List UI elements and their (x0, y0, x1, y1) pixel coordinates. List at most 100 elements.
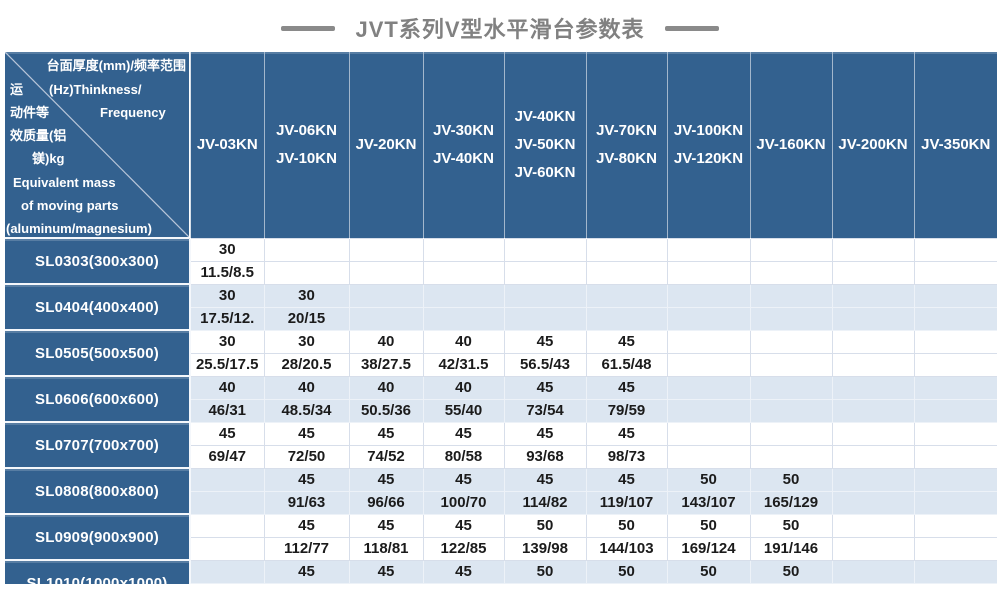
cell-thickness: 40 (263, 375, 350, 400)
column-header-model: JV-160KN (756, 135, 826, 153)
cell-thickness: 40 (348, 375, 424, 400)
corner-line: of moving parts (21, 198, 119, 213)
cell-thickness (831, 375, 915, 400)
column-header: JV-200KN (831, 52, 914, 238)
cell-frequency (348, 306, 424, 331)
cell-frequency: 50.5/36 (348, 398, 424, 423)
cell-frequency: 93/68 (503, 444, 587, 469)
cell-thickness: 45 (348, 513, 424, 538)
column-header: JV-40KN JV-50KN JV-60KN (503, 52, 586, 238)
table-row-frequency (5, 582, 997, 584)
corner-line: 台面厚度(mm)/频率范围 (46, 58, 186, 73)
table-row-frequency: 91/63 96/66 100/70 114/82 119/107 143/107 165/… (5, 490, 997, 515)
cell-frequency (666, 352, 751, 377)
cell-frequency: 55/40 (422, 398, 505, 423)
cell-thickness (189, 467, 265, 492)
corner-header: 台面厚度(mm)/频率范围 运 (Hz)Thinkness/ 动件等 Frequ… (5, 52, 191, 238)
cell-thickness: 30 (189, 329, 265, 354)
cell-frequency (831, 260, 915, 285)
cell-frequency (666, 260, 751, 285)
cell-thickness (503, 283, 587, 308)
cell-frequency: 143/107 (666, 490, 751, 515)
column-header: JV-100KN JV-120KN (666, 52, 750, 238)
row-label: SL0808(800x800) (5, 467, 191, 514)
cell-thickness (666, 375, 751, 400)
cell-thickness (422, 237, 505, 262)
column-header-model: JV-10KN (276, 149, 337, 167)
cell-frequency (189, 536, 265, 561)
cell-thickness (666, 283, 751, 308)
column-header-model: JV-50KN (514, 135, 576, 153)
cell-frequency (503, 582, 587, 584)
cell-frequency: 98/73 (585, 444, 668, 469)
column-header-model: JV-20KN (355, 135, 417, 153)
row-label: SL0909(900x900) (5, 513, 191, 560)
cell-thickness: 50 (666, 513, 751, 538)
cell-thickness: 50 (749, 559, 833, 584)
cell-thickness: 50 (749, 513, 833, 538)
column-header-model: JV-30KN (433, 122, 494, 139)
cell-frequency (749, 352, 833, 377)
cell-frequency (913, 536, 997, 561)
header-row: 台面厚度(mm)/频率范围 运 (Hz)Thinkness/ 动件等 Frequ… (5, 52, 997, 238)
title-dash-left (281, 25, 336, 31)
cell-thickness (749, 421, 833, 446)
page-title-block: JVT系列V型水平滑台参数表 (0, 0, 1000, 52)
cell-frequency: 165/129 (749, 490, 833, 515)
cell-frequency (913, 352, 997, 377)
cell-thickness: 45 (585, 421, 668, 446)
cell-frequency (913, 306, 997, 331)
table-row-thickness: SL0707(700x700) 45 45 45 45 45 45 (5, 421, 997, 468)
column-header: JV-70KN JV-80KN (585, 52, 667, 238)
row-label: SL0606(600x600) (5, 375, 191, 422)
table-row-thickness: SL0606(600x600) 40 40 40 40 45 45 (5, 375, 997, 422)
cell-thickness: 45 (503, 375, 587, 400)
cell-frequency: 79/59 (585, 398, 668, 423)
cell-thickness: 30 (189, 237, 265, 262)
cell-frequency (422, 306, 505, 331)
cell-frequency (913, 582, 997, 584)
cell-frequency (749, 398, 833, 423)
cell-thickness: 45 (263, 467, 350, 492)
column-header: JV-06KN JV-10KN (263, 52, 349, 238)
cell-frequency (831, 306, 915, 331)
cell-frequency: 72/50 (263, 444, 350, 469)
cell-frequency: 139/98 (503, 536, 587, 561)
cell-thickness (913, 421, 997, 446)
cell-frequency (913, 260, 997, 285)
cell-frequency (831, 352, 915, 377)
cell-thickness: 30 (263, 283, 350, 308)
cell-thickness: 30 (263, 329, 350, 354)
cell-thickness: 45 (585, 329, 668, 354)
cell-thickness (913, 467, 997, 492)
corner-line: 镁)kg (32, 151, 65, 166)
cell-thickness: 45 (422, 421, 505, 446)
cell-frequency (263, 582, 350, 584)
cell-frequency: 191/146 (749, 536, 833, 561)
cell-thickness: 50 (503, 513, 587, 538)
cell-frequency (503, 260, 587, 285)
row-label: SL0303(300x300) (5, 237, 191, 284)
cell-thickness (585, 237, 668, 262)
cell-frequency (666, 444, 751, 469)
cell-frequency: 91/63 (263, 490, 350, 515)
cell-thickness: 45 (503, 421, 587, 446)
table-row-frequency: 25.5/17.5 28/20.5 38/27.5 42/31.5 56.5/43 61.… (5, 352, 997, 377)
cell-thickness (666, 237, 751, 262)
cell-frequency: 80/58 (422, 444, 505, 469)
cell-thickness (422, 283, 505, 308)
cell-frequency (913, 444, 997, 469)
cell-thickness (831, 329, 915, 354)
cell-frequency: 20/15 (263, 306, 350, 331)
cell-thickness (749, 375, 833, 400)
page-title: JVT系列V型水平滑台参数表 (355, 17, 645, 42)
cell-frequency: 119/107 (585, 490, 668, 515)
cell-thickness (585, 283, 668, 308)
cell-thickness (913, 237, 997, 262)
cell-frequency (831, 444, 915, 469)
cell-thickness: 45 (263, 421, 350, 446)
cell-frequency (189, 582, 265, 584)
cell-thickness: 45 (422, 513, 505, 538)
cell-frequency (585, 260, 668, 285)
column-header-model: JV-200KN (838, 135, 908, 153)
